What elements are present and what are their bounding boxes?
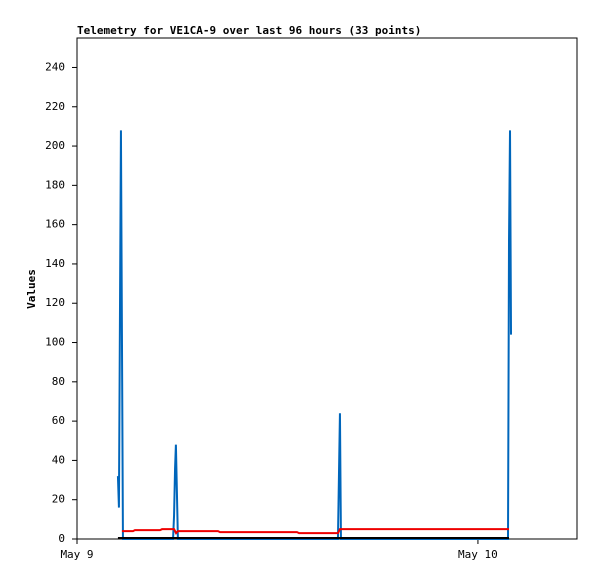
y-tick-label: 180 bbox=[45, 178, 65, 191]
y-tick-label: 240 bbox=[45, 60, 65, 73]
y-tick-label: 80 bbox=[52, 375, 65, 388]
y-tick-label: 20 bbox=[52, 493, 65, 506]
x-tick-label: May 9 bbox=[60, 548, 93, 561]
y-tick-label: 160 bbox=[45, 218, 65, 231]
y-tick-label: 60 bbox=[52, 414, 65, 427]
y-tick-label: 40 bbox=[52, 453, 65, 466]
x-tick-label: May 10 bbox=[458, 548, 498, 561]
y-tick-label: 0 bbox=[58, 532, 65, 545]
y-axis-label: Values bbox=[25, 269, 38, 309]
y-tick-label: 220 bbox=[45, 100, 65, 113]
y-tick-label: 120 bbox=[45, 296, 65, 309]
data-line bbox=[121, 528, 510, 535]
y-tick-label: 200 bbox=[45, 139, 65, 152]
chart-title: Telemetry for VE1CA-9 over last 96 hours… bbox=[77, 24, 421, 37]
y-tick-label: 100 bbox=[45, 336, 65, 349]
plot-frame bbox=[76, 37, 578, 540]
y-tick-label: 140 bbox=[45, 257, 65, 270]
data-line bbox=[116, 130, 513, 540]
